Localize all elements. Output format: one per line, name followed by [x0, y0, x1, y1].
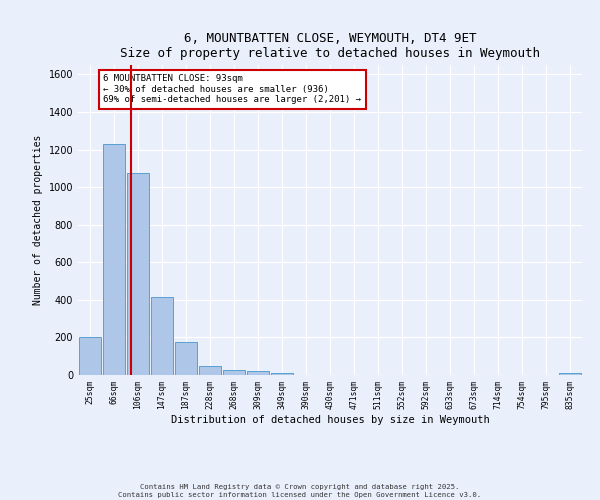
Title: 6, MOUNTBATTEN CLOSE, WEYMOUTH, DT4 9ET
Size of property relative to detached ho: 6, MOUNTBATTEN CLOSE, WEYMOUTH, DT4 9ET …	[120, 32, 540, 60]
Bar	[175, 342, 197, 375]
Bar	[271, 373, 293, 375]
Bar	[559, 373, 581, 375]
Bar	[199, 366, 221, 375]
Bar	[79, 338, 101, 375]
Text: Contains HM Land Registry data © Crown copyright and database right 2025.
Contai: Contains HM Land Registry data © Crown c…	[118, 484, 482, 498]
Bar	[151, 297, 173, 375]
Text: 6 MOUNTBATTEN CLOSE: 93sqm
← 30% of detached houses are smaller (936)
69% of sem: 6 MOUNTBATTEN CLOSE: 93sqm ← 30% of deta…	[103, 74, 361, 104]
Bar	[247, 371, 269, 375]
Bar	[127, 173, 149, 375]
Y-axis label: Number of detached properties: Number of detached properties	[33, 135, 43, 305]
Bar	[103, 144, 125, 375]
X-axis label: Distribution of detached houses by size in Weymouth: Distribution of detached houses by size …	[170, 414, 490, 424]
Bar	[223, 370, 245, 375]
